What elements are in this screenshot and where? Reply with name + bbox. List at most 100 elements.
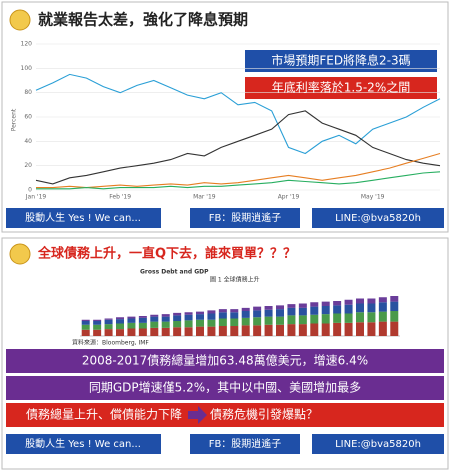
bar-segment <box>253 310 262 318</box>
bar-segment <box>310 302 319 307</box>
y-tick-label: 0 <box>28 187 32 194</box>
bar-segment <box>344 322 353 336</box>
bar-segment <box>127 322 136 329</box>
y-tick-label: 120 <box>21 41 33 48</box>
bar-segment <box>116 319 124 324</box>
bar-segment <box>390 321 399 336</box>
bar-segment <box>161 327 170 336</box>
bar-segment <box>241 311 250 318</box>
callout-text: 市場預期FED將降息2-3碼 <box>271 53 410 68</box>
bar-segment <box>218 309 227 313</box>
logo <box>9 9 31 31</box>
bar-segment <box>378 302 387 312</box>
bar-segment <box>81 329 90 336</box>
line-series <box>35 110 441 185</box>
bar-segment <box>378 311 387 322</box>
bar-segment <box>333 301 342 306</box>
x-tick-label: Feb '19 <box>109 194 131 201</box>
bar-segment <box>161 321 170 328</box>
bar-segment <box>184 320 193 328</box>
bar-segment <box>150 321 159 328</box>
bar-segment <box>287 315 296 325</box>
bar-segment <box>207 319 216 327</box>
bar-segment <box>218 318 227 326</box>
bar-segment <box>367 312 376 323</box>
arrow-icon <box>188 406 207 424</box>
bar-segment <box>161 316 170 322</box>
bar-segment <box>127 318 136 323</box>
bar-segment <box>150 327 159 336</box>
bar-segment <box>264 324 273 336</box>
footer-box <box>312 208 444 228</box>
bar-segment <box>173 315 182 321</box>
callout <box>245 50 437 72</box>
bar-segment <box>150 316 159 322</box>
banner-text: 2008-2017債務總量增加63.48萬億美元，增速6.4% <box>82 353 368 368</box>
bar-segment <box>207 313 216 320</box>
bar-segment <box>264 306 273 310</box>
bar-segment <box>356 303 364 313</box>
bar-segment <box>93 329 102 336</box>
bar-segment <box>356 312 364 323</box>
chart-source: 資料來源：Bloomberg, IMF <box>72 339 149 347</box>
bar-segment <box>344 304 353 314</box>
bar-segment <box>321 314 330 324</box>
line-series <box>36 171 441 190</box>
bar-segment <box>104 329 113 336</box>
bar-segment <box>127 328 136 336</box>
bar-segment <box>161 314 170 317</box>
bar-segment <box>104 324 113 330</box>
banner <box>6 376 444 400</box>
bar-segment <box>138 328 147 336</box>
logo <box>9 243 31 265</box>
footer-box <box>190 208 300 228</box>
bar-segment <box>207 326 216 336</box>
footer-box <box>312 434 444 454</box>
bar-segment <box>184 327 193 336</box>
banner-text: 債務總量上升、償債能力下降 <box>26 407 182 422</box>
x-tick-label: Apr '19 <box>278 194 300 201</box>
bar-segment <box>81 324 90 330</box>
bar-segment <box>173 312 182 316</box>
bar-segment <box>93 321 102 325</box>
bar-segment <box>356 298 364 304</box>
bar-segment <box>367 322 376 336</box>
bar-segment <box>81 319 90 321</box>
bar-segment <box>196 314 204 320</box>
bar-segment <box>230 326 239 336</box>
bar-segment <box>390 311 399 322</box>
bar-segment <box>93 319 102 321</box>
banner <box>6 349 444 373</box>
footer-box <box>190 434 300 454</box>
bar-segment <box>367 303 376 313</box>
bar-segment <box>241 325 250 336</box>
bar-segment <box>321 301 330 306</box>
bar-segment <box>116 323 124 330</box>
bar-segment <box>230 312 239 319</box>
bar-segment <box>264 316 273 325</box>
y-tick-label: 80 <box>24 89 32 96</box>
bar-segment <box>81 321 90 325</box>
bar-segment <box>298 324 307 336</box>
bar-segment <box>310 314 319 324</box>
y-tick-label: 40 <box>24 138 32 145</box>
bar-segment <box>104 319 113 325</box>
x-tick-label: May '19 <box>361 194 385 201</box>
line-series <box>36 152 441 189</box>
bar-segment <box>298 303 307 308</box>
bar-segment <box>333 313 342 323</box>
bar-segment <box>93 324 102 330</box>
footer-text: LINE:@bva5820h <box>335 439 421 450</box>
bar-segment <box>218 326 227 336</box>
bar-segment <box>276 316 284 325</box>
bar-segment <box>173 321 182 328</box>
bar-segment <box>321 306 330 315</box>
bar-segment <box>356 322 364 336</box>
bar-segment <box>184 312 193 315</box>
bar-segment <box>287 324 296 336</box>
bar-segment <box>298 307 307 316</box>
bar-segment <box>276 305 284 310</box>
bar-segment <box>253 306 262 311</box>
chart-subtitle: 圖 1 全球債務上升 <box>210 276 260 284</box>
